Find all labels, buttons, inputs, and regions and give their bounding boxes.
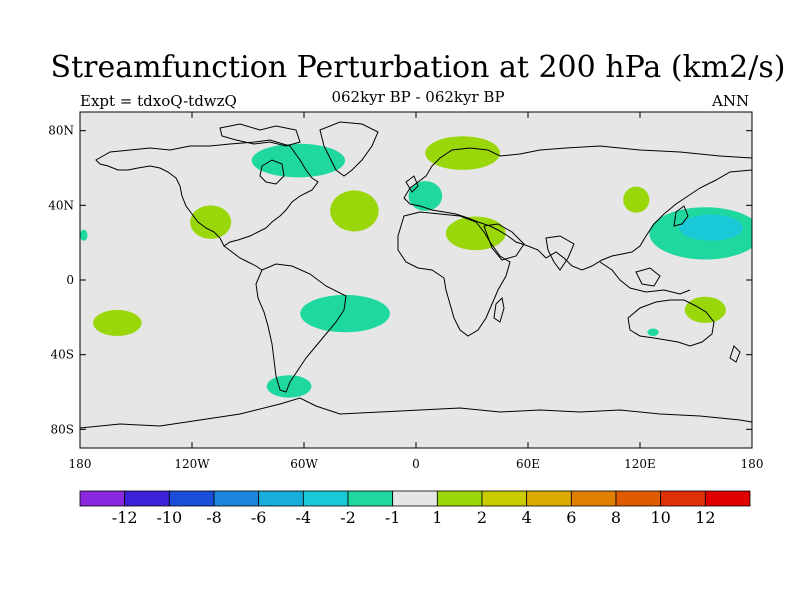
axis-ticks: 80N 40N 0 40S 80S 180 120W 60W 0 60E 120E 180 — [48, 112, 763, 471]
season-label: ANN — [712, 92, 750, 110]
lat-label: 40N — [48, 198, 74, 212]
anomaly-region-9 — [684, 296, 726, 323]
colorbar-label: -12 — [112, 508, 138, 527]
anomaly-region-3 — [330, 190, 379, 232]
colorbar-label: 1 — [432, 508, 442, 527]
lat-label: 80N — [48, 124, 74, 138]
coastline-southeast-asia — [599, 261, 691, 295]
coastline-madagascar — [493, 296, 505, 323]
colorbar-label: 6 — [566, 508, 576, 527]
lat-label: 40S — [51, 348, 75, 362]
experiment-label: Expt = tdxoQ-tdwzQ — [80, 92, 237, 110]
lat-label: 0 — [66, 273, 74, 287]
period-label: 062kyr BP - 062kyr BP — [331, 88, 505, 106]
coastline-africa — [397, 211, 511, 337]
anomaly-region-11 — [93, 309, 142, 336]
lon-label: 180 — [741, 457, 764, 471]
colorbar-swatch — [79, 490, 126, 507]
lat-label: 80S — [51, 422, 75, 436]
lon-label: 0 — [412, 457, 420, 471]
lon-label: 120W — [174, 457, 210, 471]
colorbar-label: 12 — [695, 508, 715, 527]
coastline-borneo — [635, 267, 661, 287]
colorbar-label: 8 — [611, 508, 621, 527]
anomaly-region-0 — [190, 205, 232, 239]
colorbar-swatch — [168, 490, 215, 507]
plot-title: Streamfunction Perturbation at 200 hPa (… — [50, 50, 786, 85]
lon-label: 120E — [624, 457, 656, 471]
colorbar-label: 10 — [650, 508, 670, 527]
colorbar-swatch — [302, 490, 349, 507]
anomaly-region-4 — [425, 136, 500, 170]
colorbar-label: -1 — [385, 508, 401, 527]
colorbar: -12 -10 -8 -6 -4 -2 -1 1 2 4 6 8 10 12 — [79, 490, 751, 527]
colorbar-swatch — [526, 490, 572, 507]
coastline-japan — [673, 205, 689, 227]
anomaly-region-1 — [80, 229, 88, 241]
anomaly-region-10 — [647, 328, 659, 336]
colorbar-swatch — [570, 490, 617, 507]
colorbar-label: -2 — [340, 508, 356, 527]
colorbar-label: -4 — [296, 508, 312, 527]
colorbar-label: 2 — [477, 508, 487, 527]
coastline-south-america — [255, 263, 347, 393]
map-background — [80, 112, 752, 448]
anomaly-region-2 — [251, 143, 346, 178]
colorbar-swatch — [347, 490, 394, 507]
anomaly-region-14 — [679, 214, 743, 241]
coastlines — [80, 121, 752, 429]
coastline-greenland — [319, 121, 379, 177]
coastline-australia — [627, 299, 715, 347]
coastline-arctic-islands — [219, 123, 301, 147]
coastline-arabia — [483, 223, 525, 261]
coastline-india — [545, 235, 575, 271]
anomaly-region-5 — [408, 181, 443, 211]
lon-label: 60E — [516, 457, 540, 471]
colorbar-label: -10 — [156, 508, 182, 527]
anomaly-region-13 — [266, 375, 312, 398]
coastline-new-zealand — [729, 345, 741, 363]
colorbar-swatch — [436, 490, 483, 507]
anomaly-region-7 — [623, 186, 650, 213]
colorbar-swatch — [660, 490, 706, 507]
colorbar-label: -8 — [206, 508, 222, 527]
coastline-central-america — [223, 245, 263, 271]
colorbar-swatch — [258, 490, 304, 507]
coastline-europe — [403, 145, 752, 271]
colorbar-swatch — [615, 490, 662, 507]
anomaly-region-12 — [300, 294, 390, 333]
colorbar-swatch — [481, 490, 528, 507]
colorbar-label: -6 — [251, 508, 267, 527]
colorbar-swatch — [213, 490, 260, 507]
colorbar-swatch — [124, 490, 170, 507]
colorbar-swatch — [704, 490, 751, 507]
coastline-hudson-bay — [259, 159, 285, 185]
lon-label: 180 — [69, 457, 92, 471]
lon-label: 60W — [290, 457, 318, 471]
coastline-north-america — [95, 139, 319, 247]
colorbar-label: 4 — [522, 508, 532, 527]
coastline-antarctica — [80, 397, 752, 429]
coastline-british-isles — [405, 175, 419, 193]
colorbar-swatch — [392, 490, 438, 507]
